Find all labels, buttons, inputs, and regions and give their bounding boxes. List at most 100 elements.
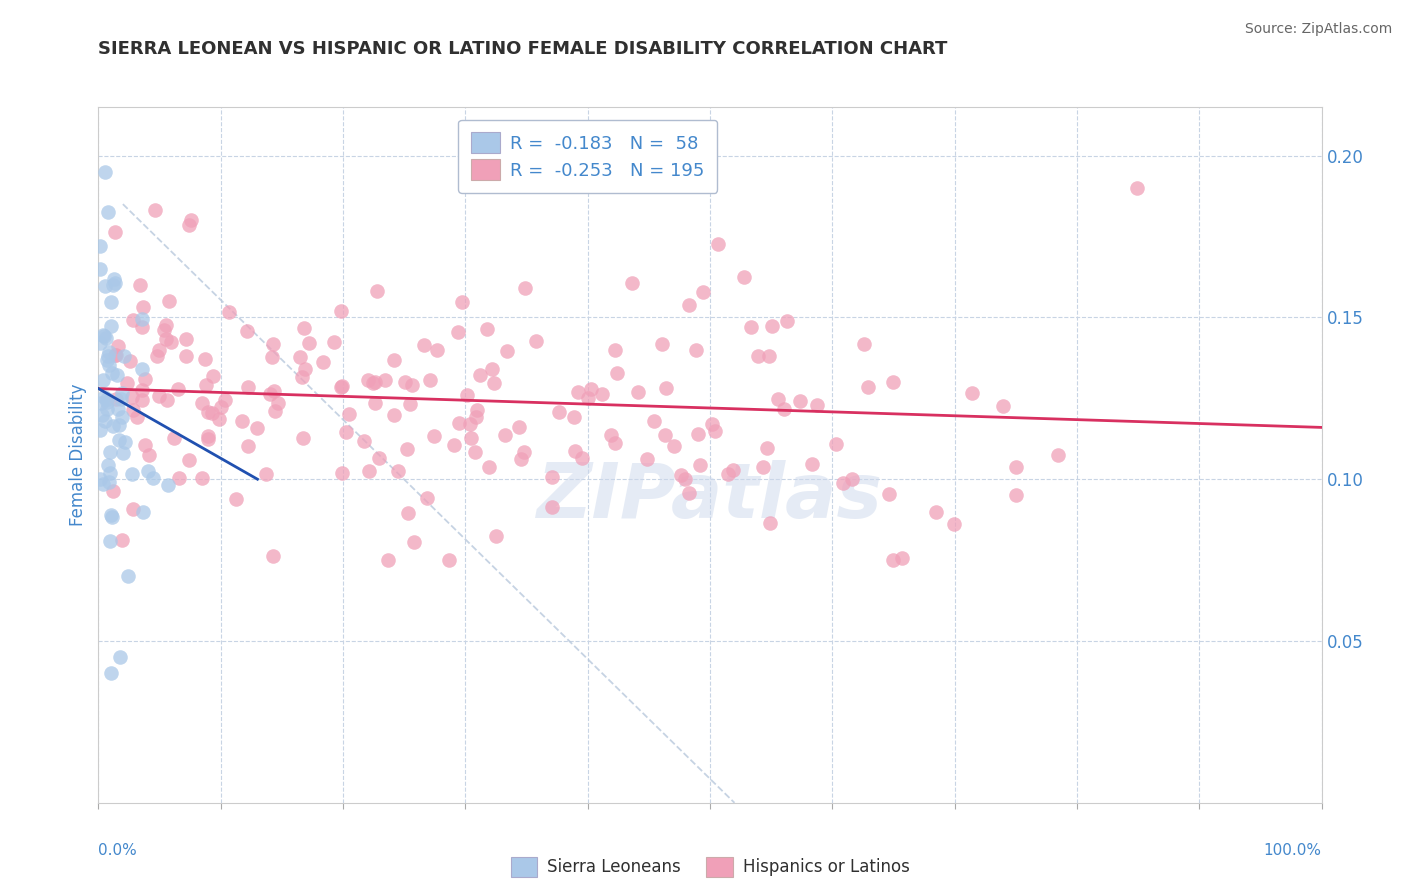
Point: [605, 343, 627, 357]
Point: [104, 392, 127, 407]
Point: [747, 349, 769, 363]
Point: [330, 379, 353, 393]
Point: [478, 459, 501, 474]
Point: [263, 403, 285, 417]
Point: [107, 402, 129, 417]
Point: [201, 406, 224, 420]
Point: [101, 509, 124, 524]
Point: [98, 475, 121, 489]
Point: [627, 385, 650, 400]
Point: [547, 405, 569, 419]
Point: [134, 372, 156, 386]
Point: [292, 321, 315, 335]
Point: [122, 403, 145, 417]
Point: [294, 362, 316, 376]
Point: [678, 485, 700, 500]
Point: [110, 650, 132, 665]
Point: [401, 378, 423, 392]
Point: [98, 444, 121, 458]
Legend: Sierra Leoneans, Hispanics or Latinos: Sierra Leoneans, Hispanics or Latinos: [502, 849, 918, 885]
Point: [167, 382, 190, 396]
Point: [962, 386, 984, 401]
Point: [89, 472, 111, 486]
Text: 100.0%: 100.0%: [1264, 843, 1322, 858]
Point: [361, 376, 384, 391]
Point: [357, 373, 380, 387]
Point: [131, 505, 153, 519]
Point: [214, 392, 236, 407]
Point: [700, 417, 723, 431]
Point: [374, 373, 396, 387]
Point: [288, 350, 311, 364]
Point: [93, 165, 115, 179]
Point: [112, 349, 135, 363]
Point: [721, 462, 744, 476]
Point: [368, 451, 391, 466]
Point: [654, 428, 676, 442]
Point: [470, 368, 492, 383]
Point: [100, 508, 122, 522]
Text: SIERRA LEONEAN VS HISPANIC OR LATINO FEMALE DISABILITY CORRELATION CHART: SIERRA LEONEAN VS HISPANIC OR LATINO FEM…: [98, 40, 948, 58]
Point: [236, 324, 259, 338]
Point: [458, 417, 481, 431]
Point: [752, 460, 775, 475]
Point: [263, 384, 285, 398]
Point: [225, 491, 247, 506]
Point: [138, 448, 160, 462]
Point: [160, 334, 183, 349]
Point: [382, 352, 405, 367]
Point: [481, 361, 503, 376]
Point: [456, 388, 478, 402]
Point: [104, 225, 127, 239]
Point: [484, 376, 506, 390]
Point: [101, 366, 124, 380]
Point: [831, 475, 853, 490]
Point: [651, 337, 673, 351]
Point: [96, 402, 118, 417]
Point: [236, 380, 259, 394]
Point: [201, 368, 224, 383]
Point: [447, 416, 470, 430]
Point: [179, 218, 201, 232]
Point: [121, 467, 143, 481]
Point: [789, 393, 811, 408]
Point: [329, 304, 352, 318]
Point: [766, 392, 789, 407]
Point: [311, 355, 333, 369]
Point: [91, 477, 114, 491]
Point: [686, 426, 709, 441]
Point: [571, 450, 593, 465]
Point: [606, 367, 628, 381]
Point: [97, 349, 120, 363]
Point: [993, 399, 1015, 413]
Point: [136, 464, 159, 478]
Point: [337, 407, 360, 421]
Point: [364, 375, 387, 389]
Point: [131, 362, 153, 376]
Point: [703, 424, 725, 438]
Point: [163, 431, 186, 445]
Point: [801, 457, 824, 471]
Point: [208, 411, 231, 425]
Point: [382, 408, 405, 422]
Point: [120, 354, 142, 368]
Point: [689, 458, 711, 472]
Point: [387, 464, 409, 478]
Point: [1126, 181, 1149, 195]
Point: [603, 435, 626, 450]
Point: [707, 236, 730, 251]
Point: [110, 533, 132, 547]
Point: [100, 319, 122, 334]
Point: [167, 471, 190, 485]
Point: [359, 464, 381, 478]
Point: [93, 414, 115, 428]
Point: [218, 305, 240, 319]
Point: [153, 323, 176, 337]
Point: [104, 348, 127, 362]
Point: [96, 331, 118, 345]
Point: [643, 414, 665, 428]
Point: [131, 311, 153, 326]
Point: [104, 348, 127, 362]
Point: [464, 445, 486, 459]
Point: [416, 491, 439, 505]
